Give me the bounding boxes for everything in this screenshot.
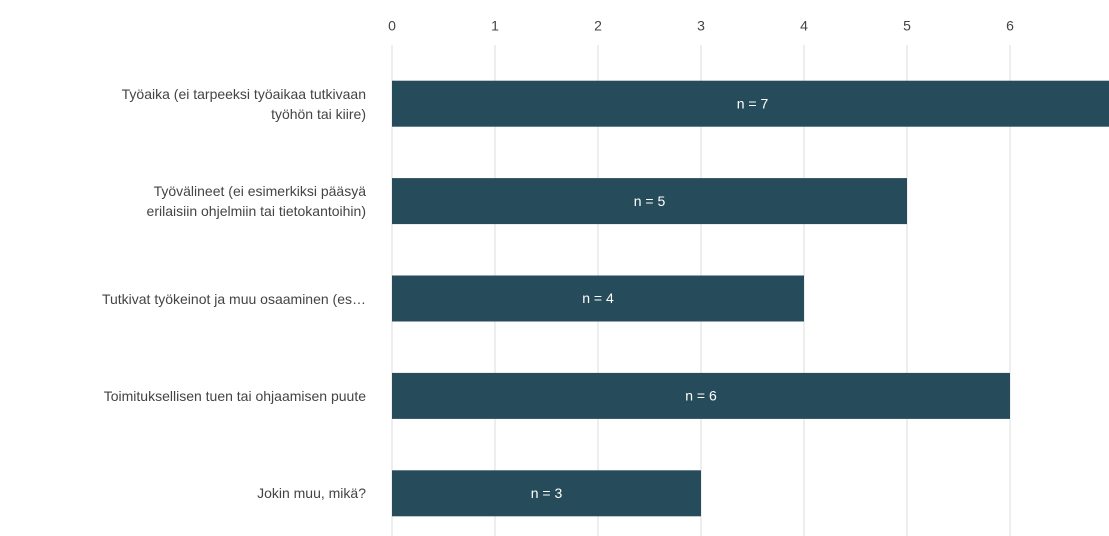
x-tick-label: 0 bbox=[388, 18, 396, 34]
bar bbox=[392, 80, 1109, 127]
x-tick-label: 5 bbox=[903, 18, 911, 34]
x-tick-label: 2 bbox=[594, 18, 602, 34]
value-label: n = 7 bbox=[737, 95, 769, 111]
x-tick-label: 6 bbox=[1006, 18, 1014, 34]
y-tick-label: Toimituksellisen tuen tai ohjaamisen puu… bbox=[103, 387, 366, 404]
bar bbox=[392, 372, 1010, 419]
bar bbox=[392, 275, 804, 322]
value-label: n = 6 bbox=[685, 388, 717, 404]
bar bbox=[392, 470, 701, 517]
y-tick-label: Jokin muu, mikä? bbox=[257, 485, 366, 502]
y-tick-label: Työaika (ei tarpeeksi työaikaa tutkivaan… bbox=[121, 85, 366, 122]
x-tick-label: 3 bbox=[697, 18, 705, 34]
x-tick-label: 1 bbox=[491, 18, 499, 34]
value-label: n = 3 bbox=[531, 485, 563, 501]
y-tick-label: Tutkivat työkeinot ja muu osaaminen (es… bbox=[101, 290, 366, 307]
bar bbox=[392, 178, 907, 225]
x-tick-label: 4 bbox=[800, 18, 808, 34]
value-label: n = 5 bbox=[634, 193, 666, 209]
value-label: n = 4 bbox=[582, 290, 614, 306]
y-tick-label: Työvälineet (ei esimerkiksi pääsyä erila… bbox=[146, 183, 366, 220]
